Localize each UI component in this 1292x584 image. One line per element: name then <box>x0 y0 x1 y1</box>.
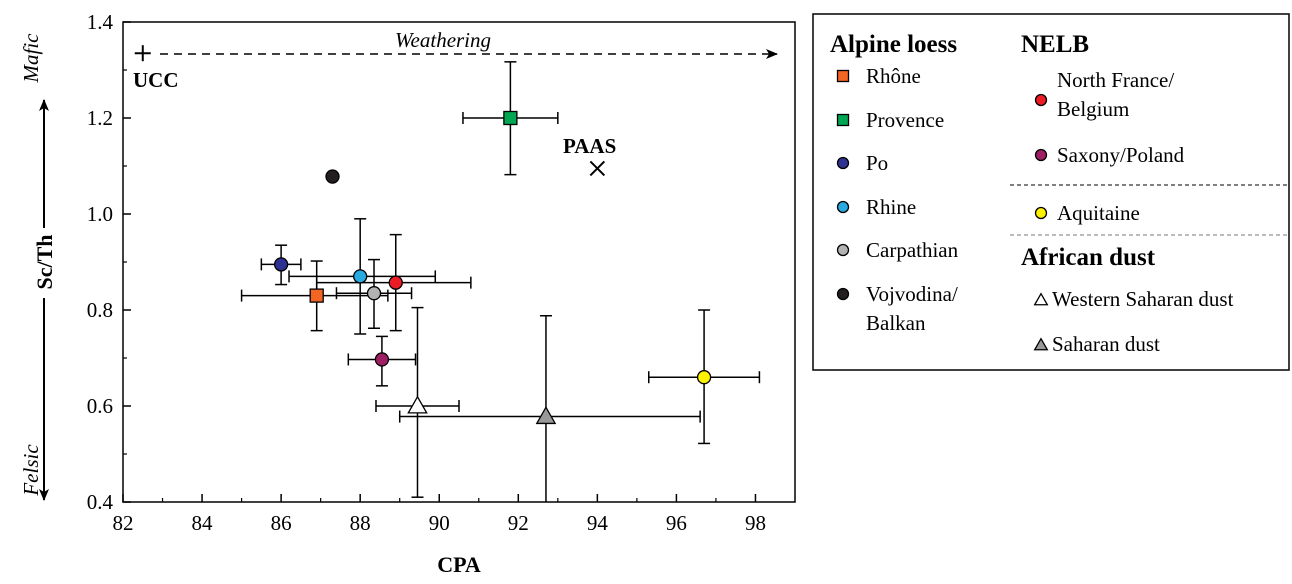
x-axis-title: CPA <box>437 552 481 577</box>
y-axis-title: Sc/Th <box>32 234 57 289</box>
y-axis-ticks: 0.4 0.6 0.8 1.0 1.2 1.4 <box>87 10 131 514</box>
legend-alpine-4-marker <box>836 243 850 257</box>
y-tick-label: 1.0 <box>87 202 113 226</box>
legend-header-nelb: NELB <box>1021 31 1089 58</box>
ucc-label: UCC <box>133 68 179 92</box>
legend-african-0-marker <box>1033 292 1049 306</box>
x-tick-label: 88 <box>350 511 371 535</box>
x-tick-label: 90 <box>429 511 450 535</box>
legend-aquitaine-marker <box>1034 206 1048 220</box>
x-tick-label: 98 <box>745 511 766 535</box>
x-tick-label: 96 <box>666 511 687 535</box>
point-rh-ne <box>309 288 324 303</box>
paas-marker <box>589 160 606 177</box>
plot-frame <box>122 21 796 503</box>
point-vojvodina-balkan <box>325 169 340 184</box>
legend-alpine-4-label: Carpathian <box>866 238 959 262</box>
legend-alpine-3-marker <box>836 200 850 214</box>
point-aquitaine <box>696 370 712 385</box>
y-tick-label: 0.4 <box>87 490 114 514</box>
point-po <box>273 257 289 272</box>
legend-alpine-3-label: Rhine <box>866 195 916 219</box>
point-north-france-belgium <box>388 275 403 290</box>
x-tick-label: 86 <box>271 511 292 535</box>
legend-nelb-1-label: Saxony/Poland <box>1057 143 1185 167</box>
point-saharan-dust <box>535 406 557 425</box>
legend-alpine-0-label: Rhône <box>866 64 921 88</box>
reference-points <box>134 45 606 177</box>
legend-alpine-0-marker <box>836 69 850 83</box>
legend-alpine-2-marker <box>836 156 850 170</box>
x-tick-label: 92 <box>508 511 529 535</box>
legend: Alpine loess NELB African dust Rhône Prov… <box>812 13 1290 371</box>
point-provence <box>503 110 518 126</box>
x-tick-label: 94 <box>587 511 609 535</box>
y-tick-label: 1.4 <box>87 10 114 34</box>
legend-items: Rhône Provence Po Rhine Carpathian Vojvodina/… <box>836 64 1234 356</box>
legend-alpine-1-label: Provence <box>866 108 944 132</box>
legend-frame <box>812 13 1290 371</box>
legend-african-1-marker <box>1033 337 1049 351</box>
point-rhine <box>353 269 368 284</box>
legend-alpine-5-marker <box>836 287 850 301</box>
y-tick-label: 0.8 <box>87 298 113 322</box>
y-tick-label: 1.2 <box>87 106 113 130</box>
legend-african-0-label: Western Saharan dust <box>1052 287 1234 311</box>
legend-header-alpine: Alpine loess <box>830 31 957 58</box>
x-axis-ticks: 82 84 86 88 90 92 94 96 98 <box>113 494 766 535</box>
legend-african-1-label: Saharan dust <box>1052 332 1160 356</box>
legend-nelb-0-label: North France/ <box>1057 68 1174 92</box>
point-carpathian <box>366 286 382 301</box>
legend-alpine-1-marker <box>836 113 850 127</box>
data-points <box>273 110 712 425</box>
weathering-label: Weathering <box>395 28 491 52</box>
mafic-label: Mafic <box>19 33 43 84</box>
x-tick-label: 82 <box>113 511 134 535</box>
legend-nelb-0-marker <box>1034 93 1048 107</box>
legend-header-african: African dust <box>1021 244 1156 271</box>
x-tick-label: 84 <box>192 511 214 535</box>
legend-alpine-5-label: Vojvodina/ <box>866 282 958 306</box>
legend-nelb-1-marker <box>1034 148 1048 162</box>
legend-alpine-5-label-2: Balkan <box>866 311 926 335</box>
point-western-saharan-dust <box>407 395 428 414</box>
paas-label: PAAS <box>563 134 616 158</box>
legend-nelb-0-label-2: Belgium <box>1057 97 1129 121</box>
legend-alpine-2-label: Po <box>866 151 888 175</box>
legend-aquitaine-label: Aquitaine <box>1057 201 1140 225</box>
error-bars <box>240 61 761 502</box>
y-tick-label: 0.6 <box>87 394 113 418</box>
point-saxony-poland <box>374 352 390 367</box>
felsic-label: Felsic <box>19 444 43 497</box>
